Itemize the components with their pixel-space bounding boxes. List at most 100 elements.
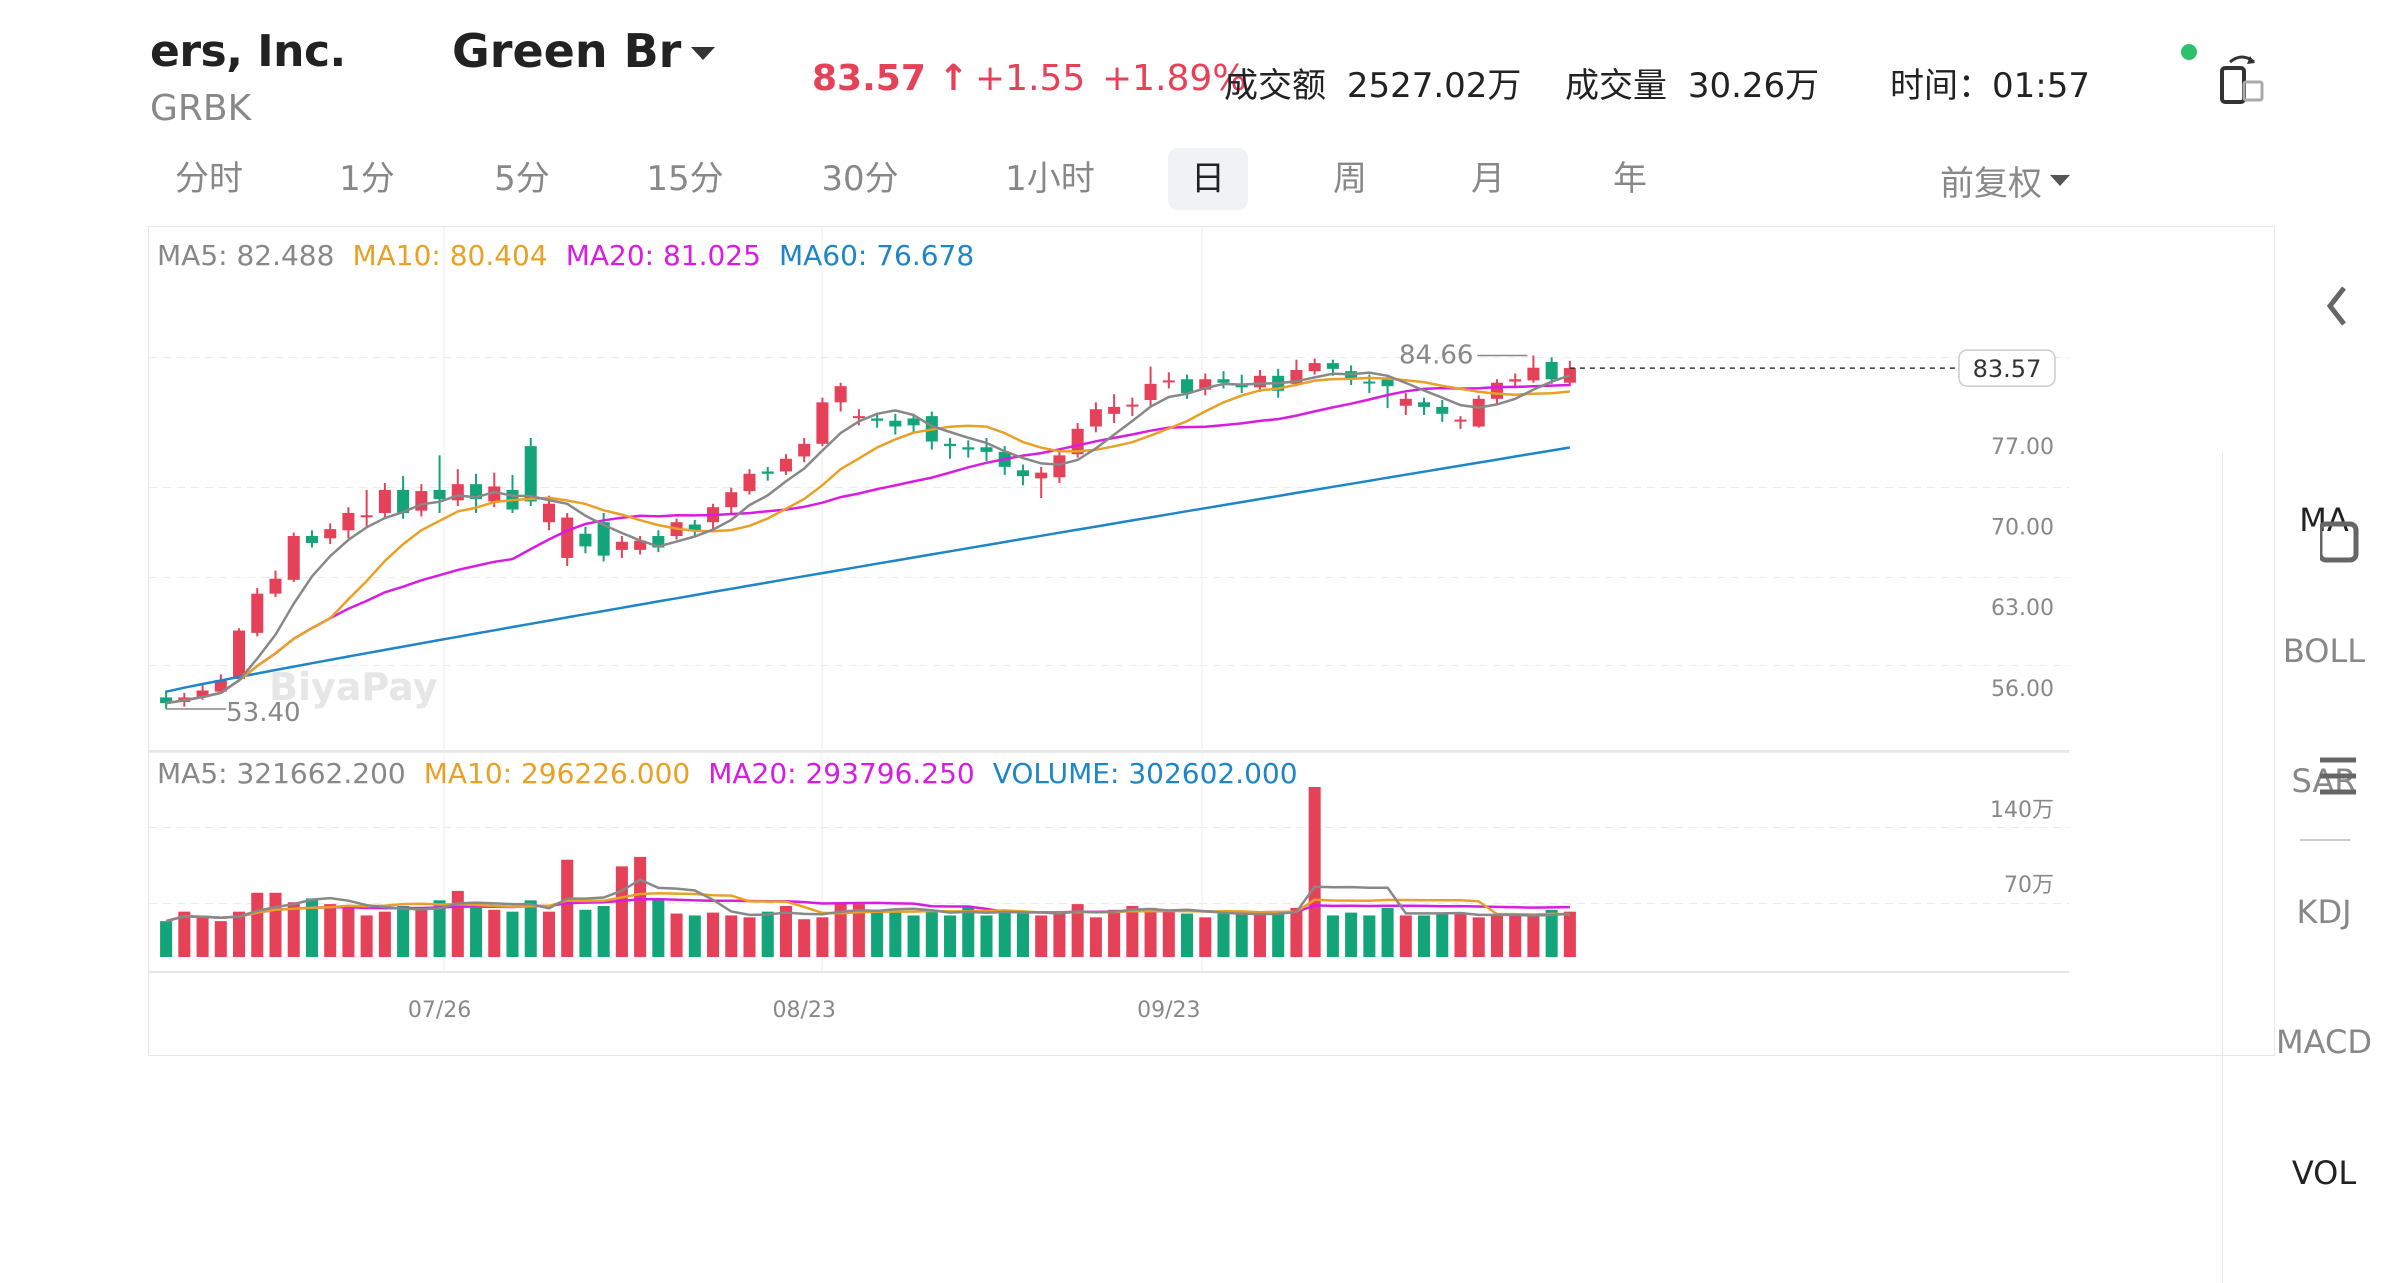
volume-bar <box>852 904 865 957</box>
volume-bar <box>688 915 701 957</box>
price-tick-label: 77.00 <box>1991 435 2054 460</box>
candle-body <box>1089 409 1102 427</box>
candle-body <box>1436 406 1449 414</box>
volume-bar <box>1381 907 1394 957</box>
price-adjust-dropdown[interactable]: 前复权 <box>1940 156 2070 205</box>
volume-bar <box>998 911 1011 957</box>
volume-bar <box>1345 912 1358 957</box>
candle-body <box>761 471 774 474</box>
volume-bar <box>1053 911 1066 957</box>
candle-body <box>251 593 264 633</box>
candle-body <box>378 489 391 513</box>
volume-bar <box>1545 909 1558 957</box>
indicator-ma[interactable]: MA <box>2299 501 2349 539</box>
tab-9[interactable]: 年 <box>1613 159 1647 199</box>
volume-bar <box>305 898 318 957</box>
candle-body <box>1144 383 1157 400</box>
candle-body <box>1381 379 1394 387</box>
candle-body <box>1308 363 1321 372</box>
tab-7[interactable]: 周 <box>1333 159 1367 199</box>
volume-bar <box>980 915 993 957</box>
last-price: 83.57 ↑ <box>812 58 969 99</box>
volume-bar <box>196 917 209 957</box>
volume-bar <box>907 915 920 957</box>
volume-bar <box>1454 913 1467 957</box>
indicator-divider <box>2300 839 2350 841</box>
volume-bar <box>615 866 628 957</box>
tab-4[interactable]: 30分 <box>821 159 899 199</box>
volume-bar <box>1472 917 1485 957</box>
back-icon[interactable] <box>2326 286 2346 326</box>
candle-body <box>1472 398 1485 427</box>
price-tick-label: 63.00 <box>1991 596 2054 621</box>
candle-body <box>834 386 847 403</box>
chart-canvas[interactable]: 77.00 70.00 63.00 56.00 140万 70万 BiyaPay 07/26 0… <box>149 227 2276 1057</box>
indicator-boll[interactable]: BOLL <box>2282 631 2366 670</box>
candle-body <box>652 536 665 548</box>
volume-bar <box>269 892 282 957</box>
price-tick-label: 70.00 <box>1991 516 2054 541</box>
ticker-symbol: GRBK <box>150 88 252 129</box>
turnover-amount: 成交额 2527.02万 <box>1224 58 1521 107</box>
candle-body <box>415 491 428 511</box>
home-icon[interactable] <box>2320 521 2359 563</box>
volume-tick-label: 70万 <box>2004 873 2054 898</box>
candle-body <box>1199 379 1212 390</box>
candle-body <box>1126 404 1139 407</box>
volume-bar <box>561 859 574 957</box>
caret-down-icon <box>2050 175 2070 186</box>
volume-bar <box>761 911 774 957</box>
indicator-macd[interactable]: MACD <box>2276 1023 2372 1061</box>
menu-icon[interactable] <box>2320 757 2356 795</box>
tab-8[interactable]: 月 <box>1471 159 1505 199</box>
candle-body <box>542 503 555 523</box>
candle-body <box>1490 382 1503 399</box>
vol-legend-ma10: MA10: 296226.000 <box>423 757 691 790</box>
tab-1[interactable]: 1分 <box>339 159 395 199</box>
indicator-vol[interactable]: VOL <box>2291 1153 2357 1192</box>
last-price-text: 83.57 <box>1973 355 2042 383</box>
indicator-kdj[interactable]: KDJ <box>2296 892 2352 931</box>
tab-0[interactable]: 分时 <box>175 159 243 199</box>
tab-6[interactable]: 日 <box>1168 148 1248 210</box>
candle-body <box>852 416 865 419</box>
candle-body <box>1108 406 1121 414</box>
volume-bar <box>834 904 847 957</box>
volume-tick-label: 140万 <box>1990 798 2054 823</box>
volume-bar <box>1527 916 1540 957</box>
tab-5[interactable]: 1小时 <box>1005 159 1095 199</box>
volume-bar <box>1089 917 1102 957</box>
candle-body <box>597 522 610 556</box>
kline-chart[interactable]: 77.00 70.00 63.00 56.00 140万 70万 BiyaPay 07/26 0… <box>148 226 2372 1283</box>
candle-body <box>779 458 792 472</box>
volume-bar <box>1035 915 1048 957</box>
volume-bar <box>670 913 683 957</box>
vol-legend-volume: VOLUME: 302602.000 <box>992 757 1298 790</box>
tab-2[interactable]: 5分 <box>494 159 550 199</box>
stock-selector[interactable]: Green Br <box>452 24 716 78</box>
ma10-line <box>165 376 1571 705</box>
volume-bar <box>816 917 829 957</box>
candle-body <box>688 524 701 531</box>
volume-bar <box>1509 915 1522 957</box>
volume-bar <box>451 890 464 957</box>
rotate-screen-icon[interactable] <box>2216 50 2268 108</box>
tab-3[interactable]: 15分 <box>646 159 724 199</box>
candle-body <box>342 512 355 531</box>
company-name: ers, Inc. <box>150 26 346 77</box>
candle-body <box>1071 428 1084 455</box>
vol-ma10-line <box>165 892 1570 923</box>
volume-bar <box>1217 913 1230 957</box>
volume-bar <box>1308 787 1321 957</box>
candle-body <box>889 420 902 427</box>
volume-bar <box>506 911 519 957</box>
candle-body <box>1016 470 1029 477</box>
candle-body <box>324 529 337 539</box>
volume-bar <box>470 907 483 957</box>
candle-body <box>160 697 173 704</box>
volume-ma-legend: MA5: 321662.200 MA10: 296226.000 MA20: 2… <box>157 757 1298 790</box>
time-value: 01:57 <box>1992 66 2090 106</box>
legend-ma60: MA60: 76.678 <box>778 239 975 272</box>
volume-bar <box>944 915 957 957</box>
vol-ma5-line <box>165 878 1570 923</box>
